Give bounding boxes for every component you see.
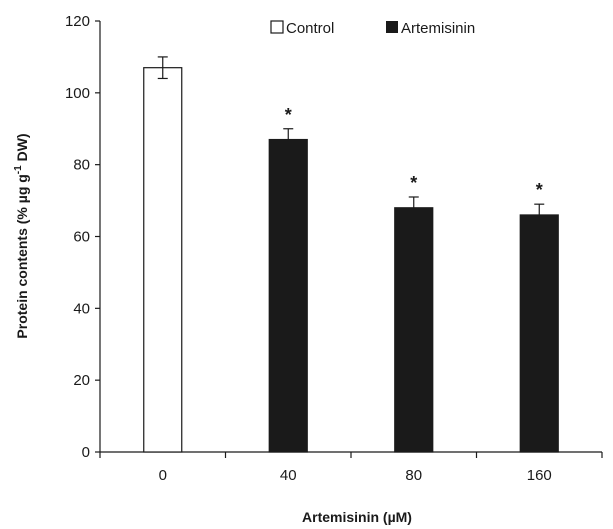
y-axis-title-main: Protein contents (% µg g — [14, 174, 30, 338]
bars: * * * — [143, 56, 559, 453]
significance-marker: * — [410, 173, 417, 193]
x-axis: 0 40 80 160 — [99, 451, 603, 484]
y-tick-label: 80 — [73, 157, 90, 174]
x-tick-label: 40 — [280, 467, 297, 484]
y-tick-label: 60 — [73, 229, 90, 246]
y-tick-label: 100 — [65, 85, 90, 102]
y-axis-title: Protein contents (% µg g-1 DW) — [13, 133, 30, 338]
bar-artemisinin — [394, 207, 434, 453]
x-tick-label: 160 — [527, 467, 552, 484]
y-tick-label: 0 — [82, 444, 90, 461]
bar-control — [143, 67, 183, 453]
y-axis: 0 20 40 60 80 100 120 — [65, 13, 101, 461]
significance-marker: * — [285, 105, 292, 125]
significance-marker: * — [536, 180, 543, 200]
y-tick-label: 120 — [65, 13, 90, 30]
x-axis-title: Artemisinin (µM) — [302, 509, 412, 525]
bar-artemisinin — [268, 138, 308, 453]
x-tick-label: 0 — [159, 467, 167, 484]
legend-label-control: Control — [286, 20, 334, 37]
legend: Control Artemisinin — [270, 20, 475, 37]
y-tick-label: 20 — [73, 372, 90, 389]
y-tick-label: 40 — [73, 300, 90, 317]
legend-label-artemisinin: Artemisinin — [401, 20, 475, 37]
x-tick-label: 80 — [405, 467, 422, 484]
bar-artemisinin — [519, 214, 559, 453]
legend-swatch-artemisinin — [386, 21, 398, 33]
y-axis-title-tail: DW) — [14, 133, 30, 165]
y-axis-title-superscript: -1 — [13, 165, 24, 174]
legend-swatch-control — [270, 20, 284, 34]
